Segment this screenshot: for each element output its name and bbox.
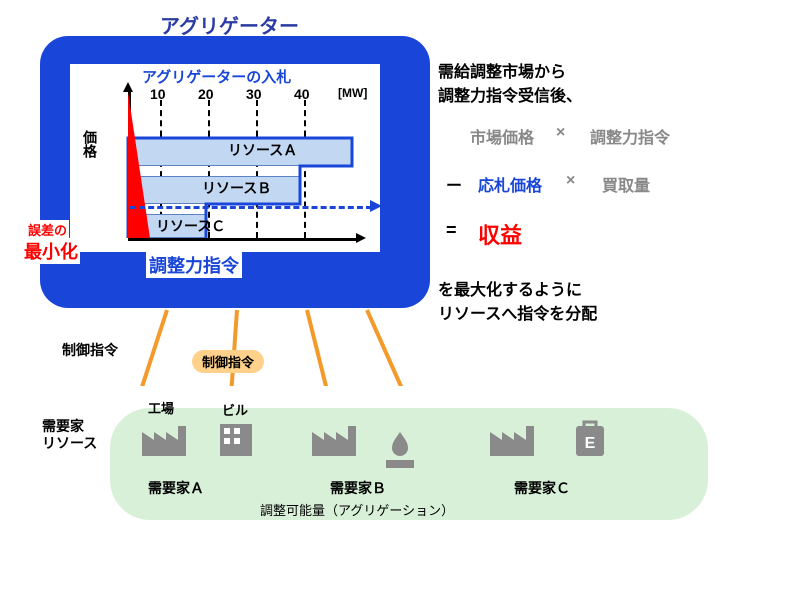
orange-1 — [138, 309, 169, 394]
tick-mw: [MW] — [338, 86, 367, 100]
minimize-label: 最小化 — [22, 238, 80, 264]
adjust-dash — [130, 206, 372, 209]
group-sub: 調整可能量（アグリゲーション） — [260, 500, 454, 519]
axis-y-arrow — [123, 82, 133, 92]
control-label: 制御指令 — [62, 340, 118, 360]
tick-30: 30 — [246, 86, 262, 102]
adjust-arrow — [370, 200, 382, 212]
right-header: 需給調整市場から — [438, 58, 566, 82]
dash-v-4 — [304, 100, 306, 238]
orange-pill: 制御指令 — [192, 350, 264, 373]
eq-eq: = — [446, 220, 457, 241]
caption-factory: 工場 — [148, 398, 174, 417]
bar-b-label: リソースＢ — [202, 178, 271, 198]
group-b: 需要家Ｂ — [330, 478, 386, 498]
minimize-note: 誤差の — [26, 220, 69, 239]
tick-40: 40 — [294, 86, 310, 102]
dash-v-3 — [256, 100, 258, 238]
right-header2: 調整力指令受信後、 — [438, 82, 582, 106]
bar-c-label: リソースＣ — [156, 216, 225, 236]
building-icon — [216, 420, 256, 458]
eq-gray2: 調整力指令 — [590, 124, 670, 148]
eq-dash: ー — [446, 172, 462, 196]
group-c: 需要家Ｃ — [514, 478, 570, 498]
group-a: 需要家Ａ — [148, 478, 204, 498]
bar-a-label: リソースＡ — [228, 140, 297, 160]
adjust-label: 調整力指令 — [146, 252, 242, 278]
right-tail: を最大化するように — [438, 276, 582, 300]
orange-4 — [365, 309, 406, 395]
eq-gray3: 買取量 — [602, 172, 650, 196]
y-axis-label: 価格 — [80, 130, 100, 158]
aggregator-title: アグリゲーター — [160, 10, 299, 39]
axis-x-arrow — [356, 233, 366, 243]
factory-icon-3 — [488, 418, 536, 458]
eq-blue: 応札価格 — [478, 172, 542, 196]
right-tail2: リソースへ指令を分配 — [438, 300, 597, 324]
tick-20: 20 — [198, 86, 214, 102]
eq-x2: × — [566, 172, 575, 190]
cogen-icon — [380, 430, 420, 470]
orange-3 — [305, 310, 330, 396]
bid-chart-title: アグリゲーターの入札 — [142, 66, 291, 87]
factory-icon-1 — [140, 418, 188, 458]
caption-building: ビル — [222, 400, 248, 419]
eq-x1: × — [556, 124, 565, 142]
tick-10: 10 — [150, 86, 166, 102]
side-label: 需要家 リソース — [42, 418, 97, 452]
factory-icon-2 — [310, 418, 358, 458]
eq-gray1: 市場価格 — [470, 124, 534, 148]
eq-red: 収益 — [478, 218, 522, 250]
battery-icon: E — [570, 420, 610, 460]
axis-x — [128, 238, 358, 241]
svg-text:E: E — [585, 435, 596, 452]
